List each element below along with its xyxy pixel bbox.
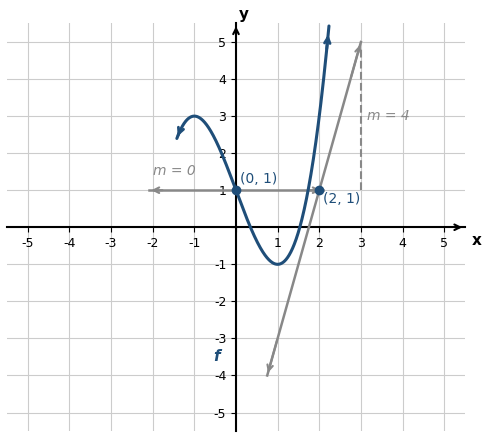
Text: f: f — [213, 349, 220, 364]
Text: y: y — [239, 7, 249, 21]
Text: (0, 1): (0, 1) — [240, 172, 278, 186]
Text: (2, 1): (2, 1) — [323, 192, 361, 206]
Text: m = 0: m = 0 — [153, 164, 195, 178]
Text: m = 4: m = 4 — [367, 109, 410, 123]
Text: x: x — [471, 233, 481, 248]
